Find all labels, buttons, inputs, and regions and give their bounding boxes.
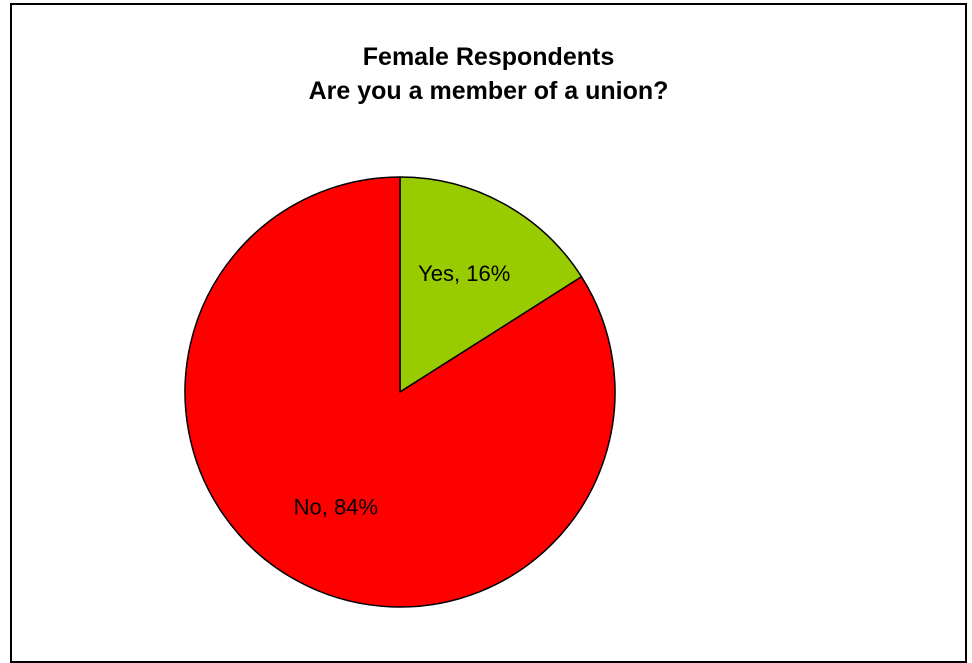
chart-title-line-1: Female Respondents bbox=[362, 43, 615, 71]
pie-label-yes: Yes, 16% bbox=[418, 261, 510, 286]
pie-slice-yes bbox=[399, 176, 583, 393]
chart-title-line-2: Are you a member of a union? bbox=[308, 77, 669, 105]
chart-title: Female Respondents Are you a member of a… bbox=[12, 40, 965, 108]
pie-label-no: No, 84% bbox=[294, 495, 378, 520]
pie-slice-no bbox=[184, 176, 616, 608]
